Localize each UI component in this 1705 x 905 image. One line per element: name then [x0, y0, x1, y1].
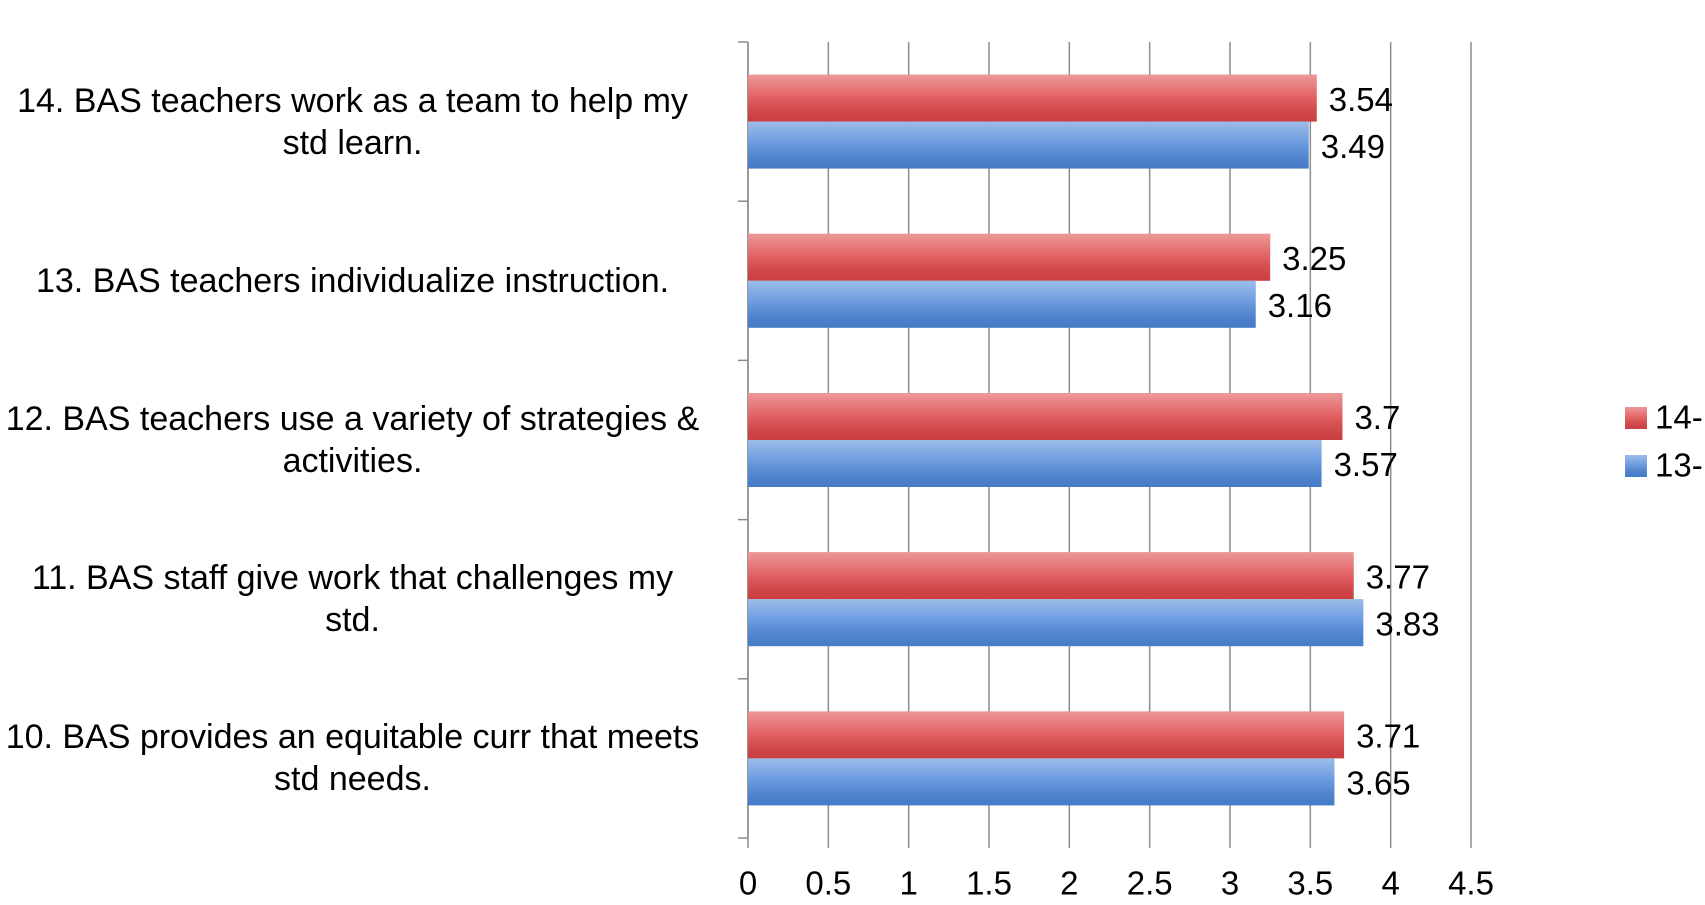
legend-swatch-shine	[1625, 407, 1647, 429]
x-tick-label: 3.5	[1287, 865, 1333, 902]
y-tick-label: 11. BAS staff give work that challenges …	[31, 559, 674, 640]
bar-shine	[748, 599, 1364, 647]
x-tick-label: 0.5	[805, 865, 851, 902]
x-tick-label: 4.5	[1448, 865, 1494, 902]
bar-shine	[748, 280, 1256, 328]
legend-label: 13-14	[1655, 447, 1705, 484]
x-tick-label: 3	[1221, 865, 1239, 902]
bar-shine	[748, 233, 1271, 281]
data-label: 3.54	[1329, 81, 1393, 118]
bar-shine	[748, 758, 1335, 806]
y-tick-label: 14. BAS teachers work as a team to help …	[17, 81, 688, 162]
bar-shine	[748, 121, 1309, 169]
y-tick-label: 13. BAS teachers individualize instructi…	[35, 261, 670, 300]
bar-shine	[748, 74, 1317, 122]
bar-shine	[748, 552, 1354, 600]
legend-label: 14-15	[1655, 399, 1705, 436]
bar-shine	[748, 440, 1322, 487]
y-tick-label: 12. BAS teachers use a variety of strate…	[5, 400, 700, 480]
x-tick-label: 2.5	[1127, 865, 1173, 902]
data-label: 3.49	[1321, 128, 1385, 165]
y-tick-label: 10. BAS provides an equitable curr that …	[5, 718, 700, 799]
x-tick-label: 1.5	[966, 865, 1012, 902]
data-label: 3.77	[1366, 558, 1430, 595]
bar-shine	[748, 393, 1343, 440]
bar-shine	[748, 711, 1345, 759]
data-label: 3.71	[1356, 718, 1420, 755]
data-label: 3.57	[1334, 446, 1398, 483]
x-tick-label: 0	[739, 865, 757, 902]
legend-swatch-shine	[1625, 455, 1647, 477]
data-label: 3.7	[1354, 399, 1400, 436]
data-label: 3.16	[1268, 287, 1332, 324]
data-label: 3.25	[1282, 240, 1346, 277]
x-tick-label: 1	[899, 865, 917, 902]
data-label: 3.65	[1346, 765, 1410, 802]
x-tick-label: 4	[1381, 865, 1399, 902]
data-label: 3.83	[1375, 605, 1439, 642]
x-tick-label: 2	[1060, 865, 1078, 902]
